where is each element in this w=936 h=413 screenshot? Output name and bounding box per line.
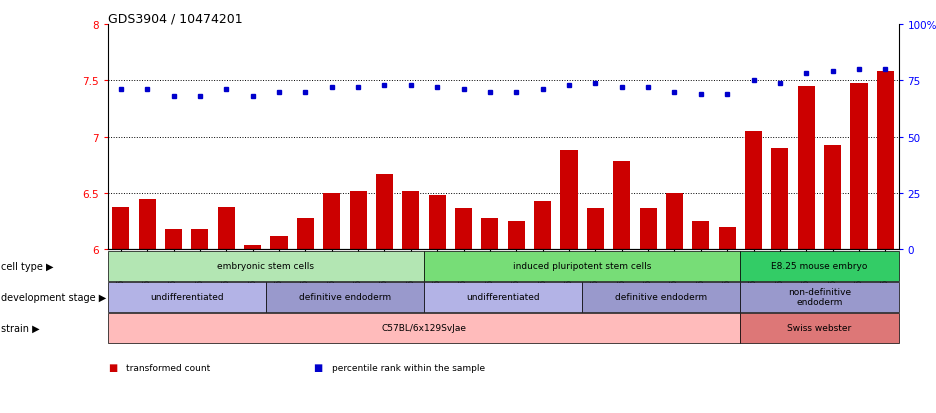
Text: Swiss webster: Swiss webster	[787, 323, 852, 332]
Bar	[719, 227, 736, 250]
Text: transformed count: transformed count	[126, 363, 211, 372]
Bar	[481, 218, 499, 250]
Bar	[376, 174, 393, 250]
Text: definitive endoderm: definitive endoderm	[615, 292, 708, 301]
Text: strain ▶: strain ▶	[1, 323, 39, 333]
Bar	[613, 162, 630, 250]
Text: embryonic stem cells: embryonic stem cells	[217, 261, 314, 271]
Bar	[455, 208, 472, 250]
Text: definitive endoderm: definitive endoderm	[299, 292, 391, 301]
Bar	[693, 222, 709, 250]
Bar	[851, 83, 868, 250]
Bar	[402, 191, 419, 250]
Text: percentile rank within the sample: percentile rank within the sample	[332, 363, 486, 372]
Bar	[218, 207, 235, 250]
Bar	[534, 202, 551, 250]
Bar	[561, 151, 578, 250]
Bar	[745, 132, 762, 250]
Text: ■: ■	[108, 363, 117, 373]
Text: ■: ■	[314, 363, 323, 373]
Text: development stage ▶: development stage ▶	[1, 292, 106, 302]
Text: undifferentiated: undifferentiated	[150, 292, 224, 301]
Bar	[244, 245, 261, 250]
Text: C57BL/6x129SvJae: C57BL/6x129SvJae	[382, 323, 466, 332]
Text: E8.25 mouse embryo: E8.25 mouse embryo	[771, 261, 868, 271]
Bar	[271, 236, 287, 250]
Bar	[877, 72, 894, 250]
Text: cell type ▶: cell type ▶	[1, 261, 53, 271]
Bar	[429, 196, 446, 250]
Bar	[349, 191, 367, 250]
Bar	[165, 230, 183, 250]
Text: induced pluripotent stem cells: induced pluripotent stem cells	[513, 261, 651, 271]
Bar	[797, 87, 815, 250]
Bar	[771, 149, 788, 250]
Bar	[507, 222, 525, 250]
Bar	[587, 208, 604, 250]
Bar	[323, 194, 341, 250]
Text: GDS3904 / 10474201: GDS3904 / 10474201	[108, 12, 242, 25]
Text: non-definitive
endoderm: non-definitive endoderm	[788, 287, 851, 306]
Bar	[824, 145, 841, 250]
Bar	[665, 194, 683, 250]
Text: undifferentiated: undifferentiated	[466, 292, 540, 301]
Bar	[139, 199, 155, 250]
Bar	[112, 207, 129, 250]
Bar	[297, 218, 314, 250]
Bar	[191, 230, 209, 250]
Bar	[639, 208, 657, 250]
